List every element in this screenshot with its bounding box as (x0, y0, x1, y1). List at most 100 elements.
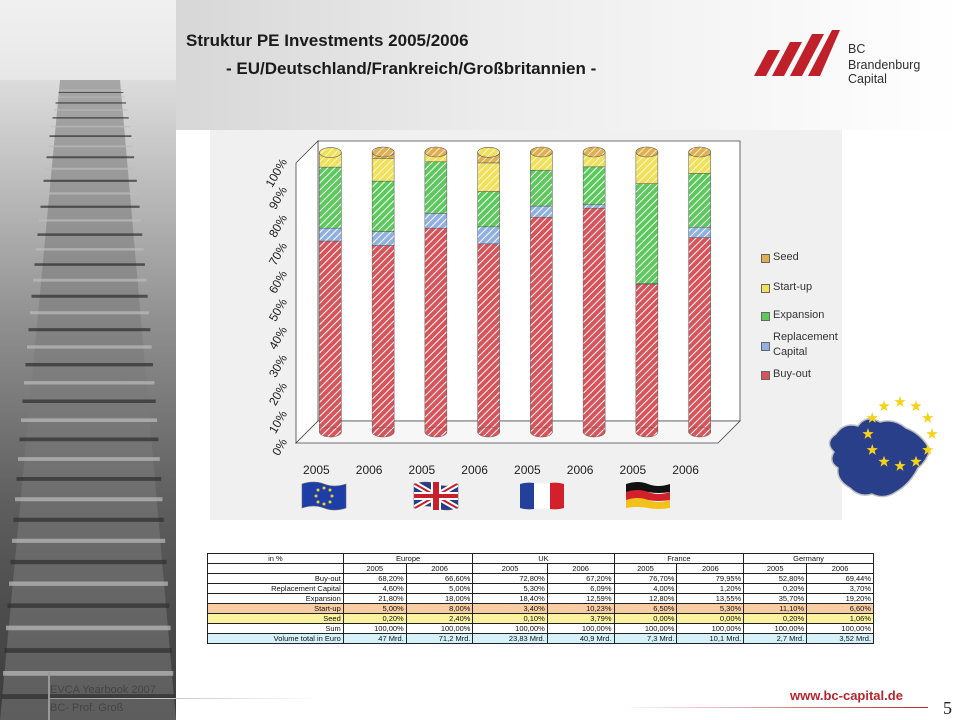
url-underline (618, 707, 928, 708)
table-cell: 0,20% (342, 613, 407, 624)
table-cell: 71,2 Mrd. (405, 633, 474, 644)
eu-star-icon (878, 455, 890, 467)
table-row: Expansion 21,80% 18,00% 18,40% 12,59% 12,80% 1… (207, 593, 874, 604)
table-year-header: 2006 (546, 563, 615, 574)
table-cell: 100,00% (405, 623, 474, 634)
table-row-label: Replacement Capital (207, 583, 344, 594)
table-header-row: in % Europe UK France Germany (207, 553, 874, 564)
table-cell: 4,60% (342, 583, 407, 594)
eu-star-icon (894, 396, 906, 407)
chart-panel (210, 130, 842, 520)
table-year-header: 2005 (613, 563, 678, 574)
table-cell: 5,00% (342, 603, 407, 614)
table-row-label: Expansion (207, 593, 344, 604)
legend-label: Start-up (773, 281, 813, 293)
table-cell: 0,00% (613, 613, 678, 624)
legend-swatch (761, 254, 770, 263)
legend-seed: Seed (761, 251, 799, 263)
table-row-label: Start-up (207, 603, 344, 614)
table-year-header: 2005 (472, 563, 548, 574)
table-cell: 100,00% (676, 623, 745, 634)
legend-buy-out: Buy-out (761, 368, 811, 380)
logo-text-bc: BC (848, 42, 866, 56)
investment-structure-table: in % Europe UK France Germany 2005 2006 2005 200… (207, 553, 874, 644)
table-cell: 4,00% (613, 583, 678, 594)
table-row: Sum 100,00% 100,00% 100,00% 100,00% 100,00% 10… (207, 623, 874, 634)
legend-expansion: Expansion (761, 309, 825, 321)
legend-swatch (761, 342, 770, 351)
staircase-photo (0, 0, 176, 720)
page-title: Struktur PE Investments 2005/2006 (186, 31, 469, 50)
table-cell: 66,60% (405, 573, 474, 584)
table-cell: 18,40% (472, 593, 548, 604)
table-cell: 100,00% (806, 623, 874, 634)
table-cell: 2,40% (405, 613, 474, 624)
table-corner-label: in % (207, 553, 344, 564)
table-cell: 72,80% (472, 573, 548, 584)
table-cell: 100,00% (546, 623, 615, 634)
website-link[interactable]: www.bc-capital.de (790, 688, 903, 703)
table-cell: 35,70% (743, 593, 808, 604)
table-cell: 79,95% (676, 573, 745, 584)
table-cell: 0,20% (743, 613, 808, 624)
table-cell: 3,40% (472, 603, 548, 614)
table-cell: 3,52 Mrd. (806, 633, 874, 644)
table-year-header: 2006 (405, 563, 474, 574)
header-background (176, 0, 960, 130)
page-number: 5 (943, 698, 952, 718)
table-cell: 12,59% (546, 593, 615, 604)
table-cell: 47 Mrd. (342, 633, 407, 644)
table-cell: 21,80% (342, 593, 407, 604)
table-row: Volume total in Euro 47 Mrd. 71,2 Mrd. 23,8… (207, 633, 874, 644)
table-cell: 12,80% (613, 593, 678, 604)
page-subtitle: - EU/Deutschland/Frankreich/Großbritanni… (226, 59, 597, 78)
footer-author: BC- Prof. Groß (50, 702, 124, 714)
table-cell: 5,30% (472, 583, 548, 594)
footer-rule (48, 698, 316, 699)
table-cell: 19,20% (806, 593, 874, 604)
eu-star-icon (922, 412, 934, 423)
table-cell: 6,60% (806, 603, 874, 614)
legend-swatch (761, 284, 770, 293)
eu-star-icon (866, 444, 878, 455)
logo-text-name: Brandenburg Capital (848, 58, 921, 86)
europe-map-icon (828, 396, 938, 498)
table-cell: 10,1 Mrd. (676, 633, 745, 644)
table-cell: 52,80% (743, 573, 808, 584)
table-year-header: 2006 (676, 563, 745, 574)
eu-star-icon (894, 460, 906, 471)
bc-logo: BC Brandenburg Capital (750, 28, 940, 86)
table-year-header: 2005 (743, 563, 808, 574)
table-year-header: 2005 (342, 563, 407, 574)
table-row-label: Buy-out (207, 573, 344, 584)
table-cell: 68,20% (342, 573, 407, 584)
table-cell: 0,20% (743, 583, 808, 594)
legend-start-up: Start-up (761, 281, 813, 293)
table-row: Buy-out 68,20% 66,60% 72,80% 67,20% 76,70% 79,… (207, 573, 874, 584)
table-region-header: France (613, 553, 745, 564)
table-cell: 5,30% (676, 603, 745, 614)
footer-divider (48, 672, 50, 720)
eu-flag-icon (301, 481, 347, 511)
table-cell: 23,83 Mrd. (472, 633, 548, 644)
table-cell: 40,9 Mrd. (546, 633, 615, 644)
france-flag-icon (520, 482, 564, 510)
table-cell: 100,00% (613, 623, 678, 634)
table-cell: 100,00% (472, 623, 548, 634)
eu-star-icon (910, 455, 922, 467)
table-cell: 18,00% (405, 593, 474, 604)
table-cell: 76,70% (613, 573, 678, 584)
eu-star-icon (922, 444, 934, 455)
legend-label: Buy-out (773, 368, 811, 380)
legend-replacement-capital: Replacement Capital (761, 330, 843, 360)
table-cell: 7,3 Mrd. (613, 633, 678, 644)
table-region-header: Germany (743, 553, 874, 564)
table-cell: 5,00% (405, 583, 474, 594)
table-empty-cell (207, 563, 344, 574)
germany-flag-icon (626, 482, 670, 509)
eu-star-icon (866, 412, 878, 423)
table-year-header: 2006 (806, 563, 874, 574)
table-cell: 2,7 Mrd. (743, 633, 808, 644)
table-cell: 6,09% (546, 583, 615, 594)
legend-label: Expansion (773, 309, 825, 321)
